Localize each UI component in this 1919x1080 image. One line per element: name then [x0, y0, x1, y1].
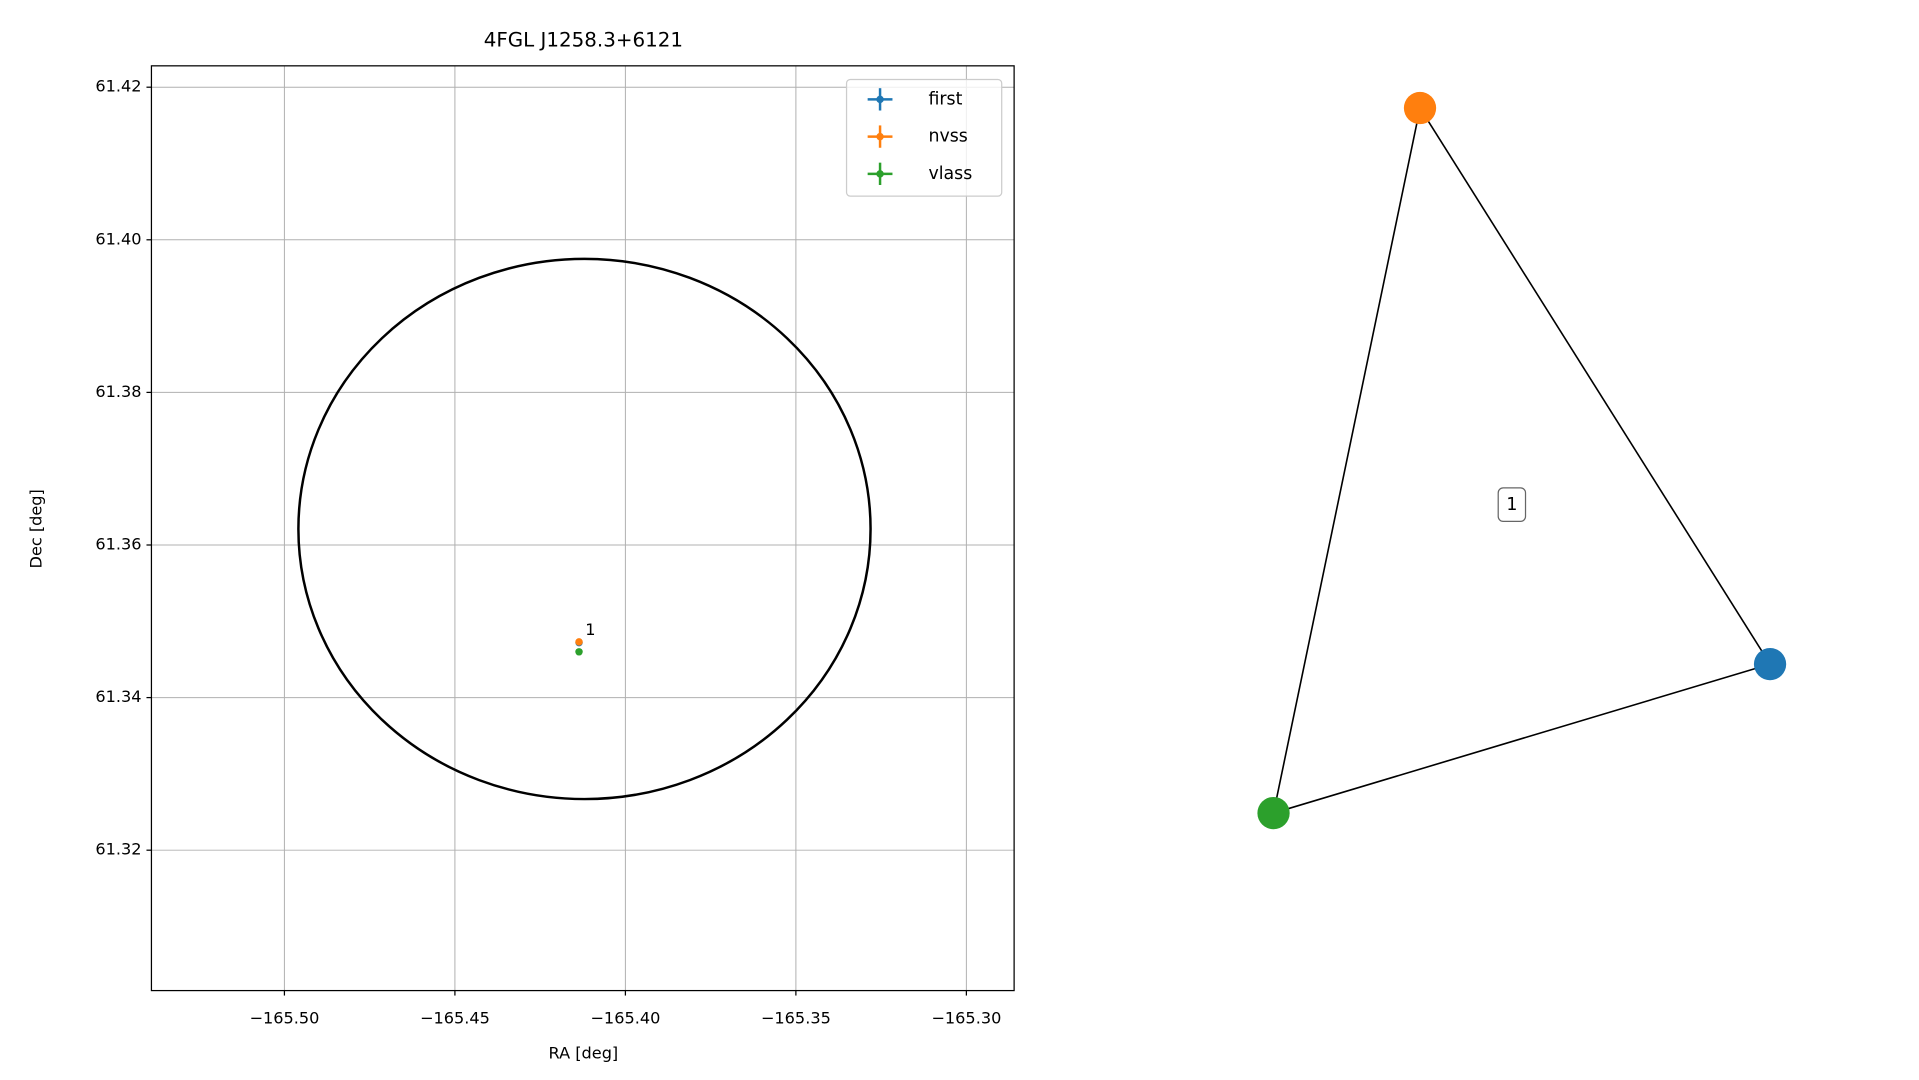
legend-marker	[876, 132, 884, 141]
chart-title: 4FGL J1258.3+6121	[484, 29, 683, 52]
y-tick-label: 61.42	[95, 77, 141, 96]
y-tick-label: 61.36	[95, 534, 141, 553]
data-point	[575, 638, 583, 646]
node	[1257, 796, 1290, 830]
x-tick-label: −165.50	[249, 1009, 319, 1028]
region-circle	[297, 257, 872, 801]
x-tick-label: −165.35	[761, 1009, 831, 1028]
y-tick-label: 61.32	[95, 840, 141, 859]
node	[1753, 647, 1787, 681]
y-tick-label: 61.38	[95, 382, 141, 401]
y-tick-label: 61.40	[95, 229, 141, 248]
legend-box	[845, 78, 1003, 197]
x-tick-label: −165.45	[420, 1009, 490, 1028]
edge	[1419, 107, 1771, 665]
y-axis-label: Dec [deg]	[27, 489, 46, 568]
plot-frame	[150, 65, 1015, 992]
node	[1403, 91, 1437, 125]
edge	[1273, 663, 1771, 814]
legend-marker	[876, 95, 884, 104]
label-box	[1497, 487, 1527, 523]
x-tick-label: −165.40	[590, 1009, 660, 1028]
edge	[1272, 107, 1421, 814]
x-axis-label: RA [deg]	[549, 1043, 619, 1062]
graph-label: 1	[1506, 495, 1517, 515]
data-point	[575, 648, 583, 656]
y-tick-label: 61.34	[95, 687, 141, 706]
x-tick-label: −165.30	[931, 1009, 1001, 1028]
legend-label: first	[928, 89, 962, 109]
annotation: 1	[585, 620, 595, 639]
legend-marker	[876, 170, 884, 178]
legend-label: vlass	[928, 164, 972, 184]
legend-label: nvss	[928, 127, 967, 147]
